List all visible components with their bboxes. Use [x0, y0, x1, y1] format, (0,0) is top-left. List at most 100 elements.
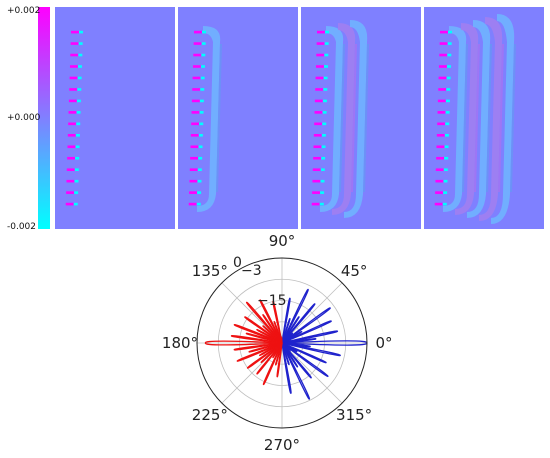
- wavefront-band: [344, 20, 368, 218]
- source-element-negative: [74, 168, 79, 171]
- side-lobe: [230, 335, 283, 344]
- source-element-negative: [321, 156, 326, 160]
- source-element-negative: [78, 42, 83, 45]
- wavefront-edge: [339, 43, 345, 193]
- heatmap-panel-3: [301, 7, 421, 229]
- source-element-negative: [78, 53, 83, 57]
- source-element-negative: [197, 179, 202, 183]
- source-element-negative: [447, 53, 452, 57]
- side-lobe: [281, 288, 309, 344]
- main-lobe: [281, 340, 367, 346]
- angle-label-90: 90°: [269, 232, 296, 250]
- source-element-positive: [189, 179, 198, 183]
- source-element-negative: [444, 134, 449, 137]
- source-element-negative: [321, 145, 326, 149]
- source-element-positive: [315, 76, 324, 80]
- source-element-positive: [440, 30, 448, 34]
- source-element-negative: [446, 65, 451, 68]
- source-element-negative: [199, 99, 204, 103]
- source-element-negative: [199, 122, 204, 126]
- source-element-positive: [436, 145, 445, 149]
- heatmap-panel-2: [178, 7, 298, 229]
- source-element-negative: [324, 53, 329, 57]
- source-element-positive: [315, 65, 324, 68]
- source-element-positive: [66, 168, 75, 171]
- source-element-negative: [198, 156, 203, 160]
- source-element-negative: [76, 111, 81, 114]
- source-element-positive: [189, 191, 198, 194]
- wavefront-edge: [498, 43, 504, 193]
- side-lobe: [262, 314, 283, 344]
- source-element-negative: [202, 30, 206, 34]
- polar-frame: [196, 257, 368, 429]
- source-element-positive: [191, 111, 200, 114]
- polar-radiation-chart: 90° 45° 0° 315° 270° 225° 180° 135° 0 −3 −15: [162, 232, 393, 454]
- wavefront-edge: [216, 43, 222, 193]
- main-lobe: [204, 340, 283, 346]
- radial-tick-minus-15: −15: [257, 293, 287, 309]
- side-lobe: [281, 342, 290, 366]
- colorbar: +0.002 +0.000 -0.002: [7, 6, 50, 232]
- angle-label-135: 135°: [192, 262, 228, 280]
- source-element-positive: [67, 145, 76, 149]
- source-element-positive: [435, 168, 444, 171]
- radial-tick-0: 0: [233, 255, 242, 271]
- wavefront-edge: [474, 43, 480, 193]
- source-element-positive: [192, 65, 201, 68]
- source-element-positive: [439, 53, 448, 57]
- source-element-positive: [434, 202, 443, 206]
- wavefront-band: [320, 26, 344, 212]
- source-element-positive: [314, 111, 323, 114]
- source-element-negative: [442, 202, 447, 206]
- source-element-positive: [193, 42, 202, 45]
- source-element-negative: [76, 99, 81, 103]
- polar-series: [204, 288, 367, 400]
- source-element-negative: [77, 76, 82, 80]
- source-element-positive: [311, 202, 320, 206]
- side-lobe: [244, 316, 283, 344]
- source-element-positive: [68, 99, 77, 103]
- source-element-negative: [77, 65, 82, 68]
- source-element-positive: [314, 122, 323, 126]
- colorbar-min-label: -0.002: [7, 222, 36, 232]
- side-lobe: [274, 342, 283, 366]
- wavefront-edge: [486, 43, 492, 193]
- side-lobe: [281, 342, 311, 348]
- source-element-negative: [201, 53, 206, 57]
- side-lobe: [245, 332, 283, 344]
- source-element-positive: [188, 202, 197, 206]
- source-element-negative: [444, 145, 449, 149]
- source-element-positive: [68, 122, 77, 126]
- source-element-negative: [443, 191, 448, 194]
- source-element-negative: [446, 76, 451, 80]
- panel-background: [55, 7, 175, 229]
- source-element-negative: [443, 168, 448, 171]
- source-element-negative: [320, 191, 325, 194]
- heatmap-panels: [55, 7, 544, 229]
- wavefront-edge: [510, 43, 516, 193]
- source-element-positive: [437, 99, 446, 103]
- angle-label-270: 270°: [264, 436, 300, 454]
- source-element-negative: [323, 76, 328, 80]
- side-lobe: [281, 342, 327, 364]
- side-lobe: [281, 342, 311, 400]
- source-element-positive: [70, 42, 79, 45]
- source-element-positive: [192, 76, 201, 80]
- side-lobe: [233, 342, 283, 351]
- source-element-negative: [200, 88, 205, 91]
- wavefront-edge: [462, 43, 468, 193]
- source-element-positive: [438, 65, 447, 68]
- source-element-positive: [66, 179, 75, 183]
- source-element-positive: [436, 156, 445, 160]
- source-element-negative: [79, 30, 83, 34]
- source-element-negative: [444, 156, 449, 160]
- source-element-positive: [438, 88, 447, 91]
- side-lobe: [233, 323, 283, 344]
- side-lobe: [281, 342, 341, 357]
- source-element-negative: [447, 42, 452, 45]
- heatmap-panel-4: [424, 7, 544, 229]
- polar-series-1: [281, 288, 367, 400]
- source-element-negative: [320, 179, 325, 183]
- side-lobe: [281, 342, 299, 368]
- source-element-negative: [321, 134, 326, 137]
